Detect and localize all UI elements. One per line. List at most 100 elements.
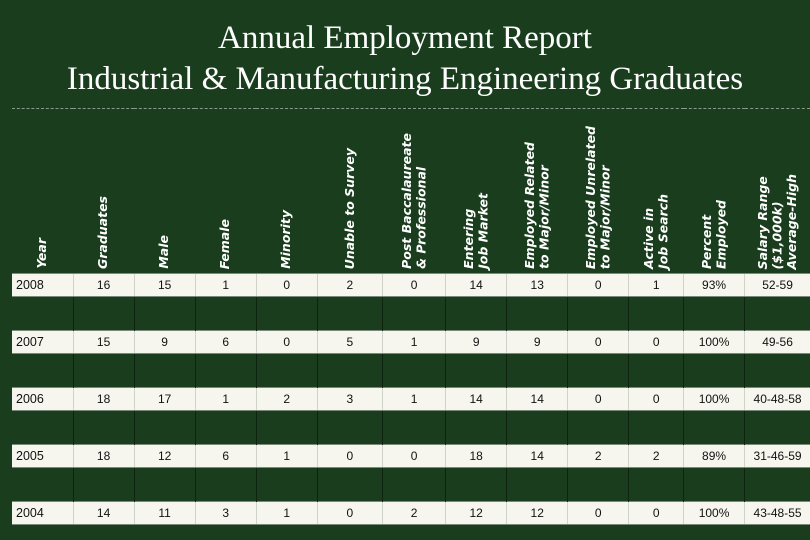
column-header: Active in Job Search: [628, 108, 684, 274]
table-cell: 1: [255, 501, 318, 525]
table-cell: 31-46-59: [744, 444, 810, 468]
table-cell: 13: [506, 273, 568, 297]
spacer-cell: [255, 353, 318, 388]
table-row: 2005 18 12 6 1 0 0 18 14 2 2 89% 31-46-59: [12, 444, 810, 468]
column-header-line: Percent: [698, 214, 714, 269]
column-header-line: Post Baccalaureate: [398, 133, 414, 269]
year-cell: 2004: [12, 501, 74, 525]
spacer-cell: [506, 296, 568, 331]
table-cell: 1: [381, 330, 446, 354]
table-cell: 18: [72, 444, 135, 468]
spacer-cell: [445, 410, 507, 445]
spacer-cell: [255, 410, 318, 445]
row-spacer: [12, 467, 810, 502]
column-header-label: Employed Unrelated to Major/Minor: [583, 126, 613, 269]
column-header: Salary Range ($1,000k) Average-High: [744, 108, 810, 274]
spacer-cell: [506, 353, 568, 388]
table-cell: 11: [133, 501, 196, 525]
table-cell: 6: [194, 444, 257, 468]
spacer-cell: [683, 296, 745, 331]
spacer-cell: [381, 467, 446, 502]
table-cell: 5: [316, 330, 383, 354]
column-header-label: Percent Employed: [698, 200, 729, 269]
table-cell: 2: [628, 444, 684, 468]
table-cell: 1: [194, 387, 257, 411]
table-cell: 12: [506, 501, 568, 525]
table-cell: 0: [567, 501, 629, 525]
column-header-label: Year: [34, 238, 50, 269]
spacer-cell: [72, 467, 135, 502]
table-cell: 52-59: [744, 273, 810, 297]
spacer-cell: [316, 467, 383, 502]
table-cell: 0: [381, 273, 446, 297]
spacer-cell: [567, 467, 629, 502]
table-cell: 14: [506, 387, 568, 411]
spacer-cell: [744, 296, 810, 331]
spacer-cell: [316, 410, 383, 445]
column-header-line: Entering: [460, 208, 476, 269]
column-header: Entering Job Market: [445, 108, 507, 274]
table-cell: 93%: [683, 273, 745, 297]
table-cell: 89%: [683, 444, 745, 468]
spacer-cell: [72, 410, 135, 445]
spacer-cell: [628, 410, 684, 445]
table-cell: 18: [72, 387, 135, 411]
table-cell: 6: [194, 330, 257, 354]
spacer-cell: [567, 410, 629, 445]
table-cell: 0: [628, 330, 684, 354]
table-cell: 14: [72, 501, 135, 525]
table-cell: 0: [316, 444, 383, 468]
column-header-label: Male: [156, 235, 172, 269]
table-header-row: Year Graduates Male Female Minority Unable to…: [12, 108, 810, 274]
table-cell: 16: [72, 273, 135, 297]
table-cell: 9: [445, 330, 507, 354]
spacer-cell: [628, 296, 684, 331]
table-cell: 0: [567, 273, 629, 297]
table-cell: 43-48-55: [744, 501, 810, 525]
table-cell: 14: [445, 387, 507, 411]
spacer-cell: [133, 353, 196, 388]
spacer-cell: [194, 296, 257, 331]
spacer-cell: [445, 467, 507, 502]
column-header-line: Employed Related: [521, 142, 537, 269]
column-header-line: Minority: [278, 210, 294, 269]
table-cell: 12: [445, 501, 507, 525]
title-line-1: Annual Employment Report: [218, 20, 592, 56]
table-cell: 15: [72, 330, 135, 354]
column-header-label: Employed Related to Major/Minor: [521, 142, 552, 269]
year-cell: 2006: [12, 387, 74, 411]
table-cell: 0: [567, 330, 629, 354]
spacer-cell: [744, 353, 810, 388]
table-cell: 0: [255, 273, 318, 297]
column-header: Minority: [256, 108, 318, 274]
year-cell: 2008: [12, 273, 74, 297]
column-header-label: Graduates: [95, 196, 111, 269]
spacer-cell: [381, 296, 446, 331]
spacer-cell: [567, 353, 629, 388]
column-header: Male: [134, 108, 196, 274]
table-cell: 1: [194, 273, 257, 297]
spacer-cell: [683, 467, 745, 502]
column-header-label: Post Baccalaureate & Professional: [398, 133, 429, 269]
column-header-label: Minority: [278, 210, 294, 269]
table-cell: 49-56: [744, 330, 810, 354]
spacer-cell: [133, 296, 196, 331]
title-line-2: Industrial & Manufacturing Engineering G…: [66, 61, 744, 97]
table-row: 2007 15 9 6 0 5 1 9 9 0 0 100% 49-56: [12, 330, 810, 354]
column-header: Employed Related to Major/Minor: [506, 108, 568, 274]
table-cell: 100%: [683, 501, 745, 525]
spacer-cell: [133, 467, 196, 502]
table-cell: 17: [133, 387, 196, 411]
table-cell: 2: [381, 501, 446, 525]
table-cell: 3: [194, 501, 257, 525]
table-cell: 9: [133, 330, 196, 354]
table-cell: 1: [628, 273, 684, 297]
spacer-cell: [194, 467, 257, 502]
column-header-line: Employed: [713, 200, 729, 269]
row-spacer: [12, 296, 810, 331]
row-spacer: [12, 353, 810, 388]
column-header: Female: [195, 108, 257, 274]
spacer-cell: [628, 353, 684, 388]
table-cell: 0: [381, 444, 446, 468]
spacer-cell: [12, 297, 73, 331]
